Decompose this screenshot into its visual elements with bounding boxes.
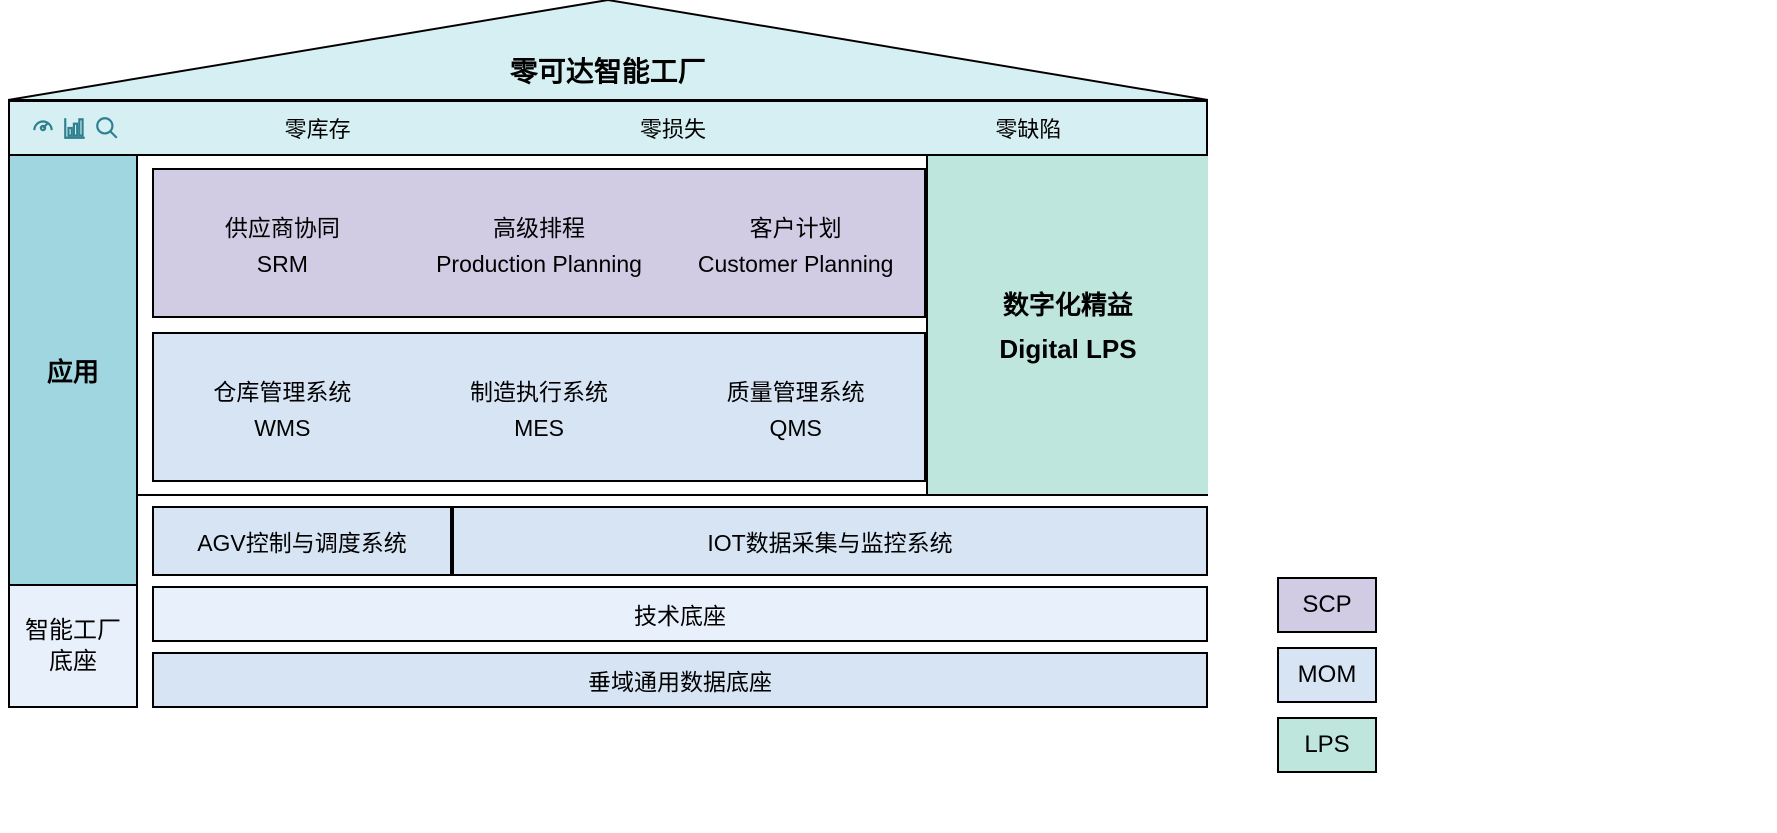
- scp-item-planning: 高级排程 Production Planning: [411, 170, 668, 316]
- zero-bar-icons: [10, 115, 140, 141]
- main-area: 供应商协同 SRM 高级排程 Production Planning 客户计划 …: [138, 156, 1208, 586]
- mom-item-mes: 制造执行系统 MES: [411, 334, 668, 480]
- mom-mes-cn: 制造执行系统: [470, 373, 608, 407]
- scp-plan-cn: 高级排程: [493, 209, 585, 243]
- scp-box: 供应商协同 SRM 高级排程 Production Planning 客户计划 …: [152, 168, 926, 318]
- scp-srm-cn: 供应商协同: [225, 209, 340, 243]
- search-icon: [94, 115, 120, 141]
- legend-mom: MOM: [1277, 647, 1377, 703]
- scp-cust-en: Customer Planning: [698, 251, 894, 278]
- mom-box: 仓库管理系统 WMS 制造执行系统 MES 质量管理系统 QMS: [152, 332, 926, 482]
- scp-srm-en: SRM: [257, 251, 308, 278]
- scp-mom-stack: 供应商协同 SRM 高级排程 Production Planning 客户计划 …: [138, 156, 928, 496]
- foundation-data: 垂域通用数据底座: [152, 652, 1208, 708]
- body-row: 应用 供应商协同 SRM 高级排程 Production Planning: [8, 156, 1208, 586]
- legend-lps: LPS: [1277, 717, 1377, 773]
- zero-bar: 零库存 零损失 零缺陷: [8, 100, 1208, 156]
- mom-qms-cn: 质量管理系统: [727, 373, 865, 407]
- zero-label-defect: 零缺陷: [851, 112, 1206, 144]
- bar-chart-icon: [62, 115, 88, 141]
- iot-box: IOT数据采集与监控系统: [452, 506, 1208, 576]
- foundation-tech: 技术底座: [152, 586, 1208, 642]
- mom-item-qms: 质量管理系统 QMS: [667, 334, 924, 480]
- roof-title: 零可达智能工厂: [8, 50, 1208, 90]
- upper-row: 供应商协同 SRM 高级排程 Production Planning 客户计划 …: [138, 156, 1208, 496]
- scp-item-srm: 供应商协同 SRM: [154, 170, 411, 316]
- control-row: AGV控制与调度系统 IOT数据采集与监控系统: [138, 496, 1208, 586]
- side-foundation-label: 智能工厂底座: [8, 586, 138, 708]
- mom-item-wms: 仓库管理系统 WMS: [154, 334, 411, 480]
- roof: 零可达智能工厂: [8, 0, 1208, 100]
- mom-qms-en: QMS: [769, 415, 821, 442]
- lps-cn: 数字化精益: [1003, 285, 1133, 322]
- mom-wms-cn: 仓库管理系统: [213, 373, 351, 407]
- side-app-label: 应用: [8, 156, 138, 586]
- foundation-row: 智能工厂底座 技术底座 垂域通用数据底座: [8, 586, 1208, 708]
- architecture-diagram: 零可达智能工厂 零库存 零损失 零缺陷 应用 供应商协同 SRM: [8, 0, 1208, 708]
- legend: SCP MOM LPS: [1277, 577, 1377, 773]
- scp-plan-en: Production Planning: [436, 251, 642, 278]
- lps-box: 数字化精益 Digital LPS: [928, 156, 1208, 496]
- lps-en: Digital LPS: [999, 334, 1136, 365]
- mom-wms-en: WMS: [254, 415, 310, 442]
- foundation-stack: 技术底座 垂域通用数据底座: [138, 586, 1208, 708]
- legend-scp: SCP: [1277, 577, 1377, 633]
- mom-mes-en: MES: [514, 415, 564, 442]
- zero-label-inventory: 零库存: [140, 112, 495, 144]
- scp-cust-cn: 客户计划: [750, 209, 842, 243]
- zero-label-loss: 零损失: [495, 112, 850, 144]
- gauge-icon: [30, 115, 56, 141]
- scp-item-customer: 客户计划 Customer Planning: [667, 170, 924, 316]
- agv-box: AGV控制与调度系统: [152, 506, 452, 576]
